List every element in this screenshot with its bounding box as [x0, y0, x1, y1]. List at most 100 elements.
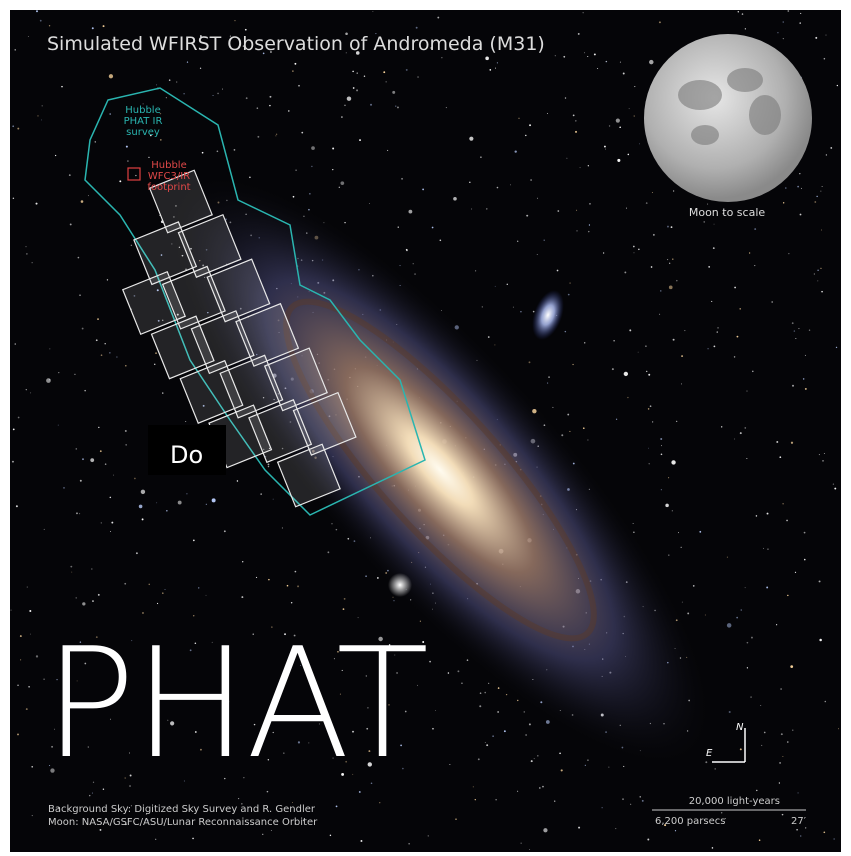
star [216, 150, 219, 153]
star [564, 97, 567, 99]
star [782, 503, 784, 505]
star [646, 370, 648, 373]
star [652, 233, 655, 236]
star [61, 85, 63, 88]
star [823, 57, 826, 60]
star [780, 733, 783, 736]
star [229, 35, 232, 37]
star [135, 174, 137, 177]
label-line: Hubble [125, 105, 160, 116]
star [622, 72, 625, 75]
star [559, 752, 561, 755]
star [39, 19, 42, 22]
star [370, 782, 373, 785]
star [837, 728, 839, 730]
star [603, 145, 606, 148]
star [292, 70, 294, 72]
star [752, 370, 754, 373]
tile [150, 315, 215, 380]
star [638, 248, 640, 251]
star [556, 269, 559, 272]
star [576, 209, 578, 211]
star [55, 154, 57, 157]
star [263, 448, 265, 451]
star [217, 92, 219, 95]
star [84, 389, 86, 392]
star [632, 245, 635, 248]
star [241, 596, 244, 599]
star [294, 570, 297, 573]
star [754, 228, 757, 230]
star [159, 112, 162, 115]
star [25, 246, 27, 248]
star [671, 460, 676, 465]
star [199, 35, 202, 37]
star [563, 55, 566, 58]
star [155, 838, 157, 840]
star [134, 477, 136, 480]
star [804, 827, 807, 829]
star [168, 805, 171, 808]
star [453, 196, 457, 201]
button[interactable]: Do [148, 425, 226, 475]
star [148, 583, 150, 586]
star [660, 290, 662, 292]
star [486, 208, 488, 210]
star [393, 600, 395, 602]
scale-right: 27′ [791, 816, 807, 827]
phat-label: Hubble PHAT IR survey [124, 105, 163, 138]
star [492, 735, 494, 737]
star [155, 352, 157, 355]
star [739, 308, 741, 310]
compass-e: E [706, 748, 713, 759]
star [124, 777, 126, 779]
star [597, 68, 599, 70]
star [265, 456, 267, 458]
credit: Moon: NASA/GSFC/ASU/Lunar Reconnaissance… [48, 817, 318, 828]
star [272, 731, 274, 734]
star [734, 438, 736, 440]
star [102, 25, 105, 28]
label-line: survey [126, 127, 160, 138]
star [100, 522, 102, 524]
star [820, 267, 822, 269]
star [272, 498, 274, 500]
star [692, 585, 695, 587]
star [818, 580, 821, 583]
star [529, 849, 531, 851]
star [517, 790, 519, 792]
star [154, 363, 156, 366]
star [667, 225, 669, 228]
star [619, 61, 621, 63]
star [104, 463, 107, 465]
star [262, 52, 265, 55]
star [89, 794, 91, 797]
star [222, 88, 223, 90]
star [430, 47, 433, 49]
star [744, 28, 746, 30]
star [713, 345, 716, 348]
star [744, 587, 746, 589]
star [142, 612, 144, 614]
star [387, 149, 389, 152]
star [611, 368, 614, 371]
star [623, 765, 625, 767]
star [366, 727, 369, 730]
star [342, 608, 345, 611]
star [830, 147, 833, 149]
star [608, 766, 610, 768]
star [46, 378, 51, 383]
star [754, 265, 756, 267]
star [803, 531, 806, 534]
star [129, 785, 131, 787]
star [97, 318, 99, 320]
star [648, 463, 650, 465]
star [311, 146, 315, 150]
star [290, 602, 293, 604]
star [318, 723, 320, 725]
star [412, 263, 414, 265]
star [332, 147, 335, 150]
star [378, 636, 383, 642]
star [608, 125, 611, 127]
galaxy [171, 177, 709, 763]
